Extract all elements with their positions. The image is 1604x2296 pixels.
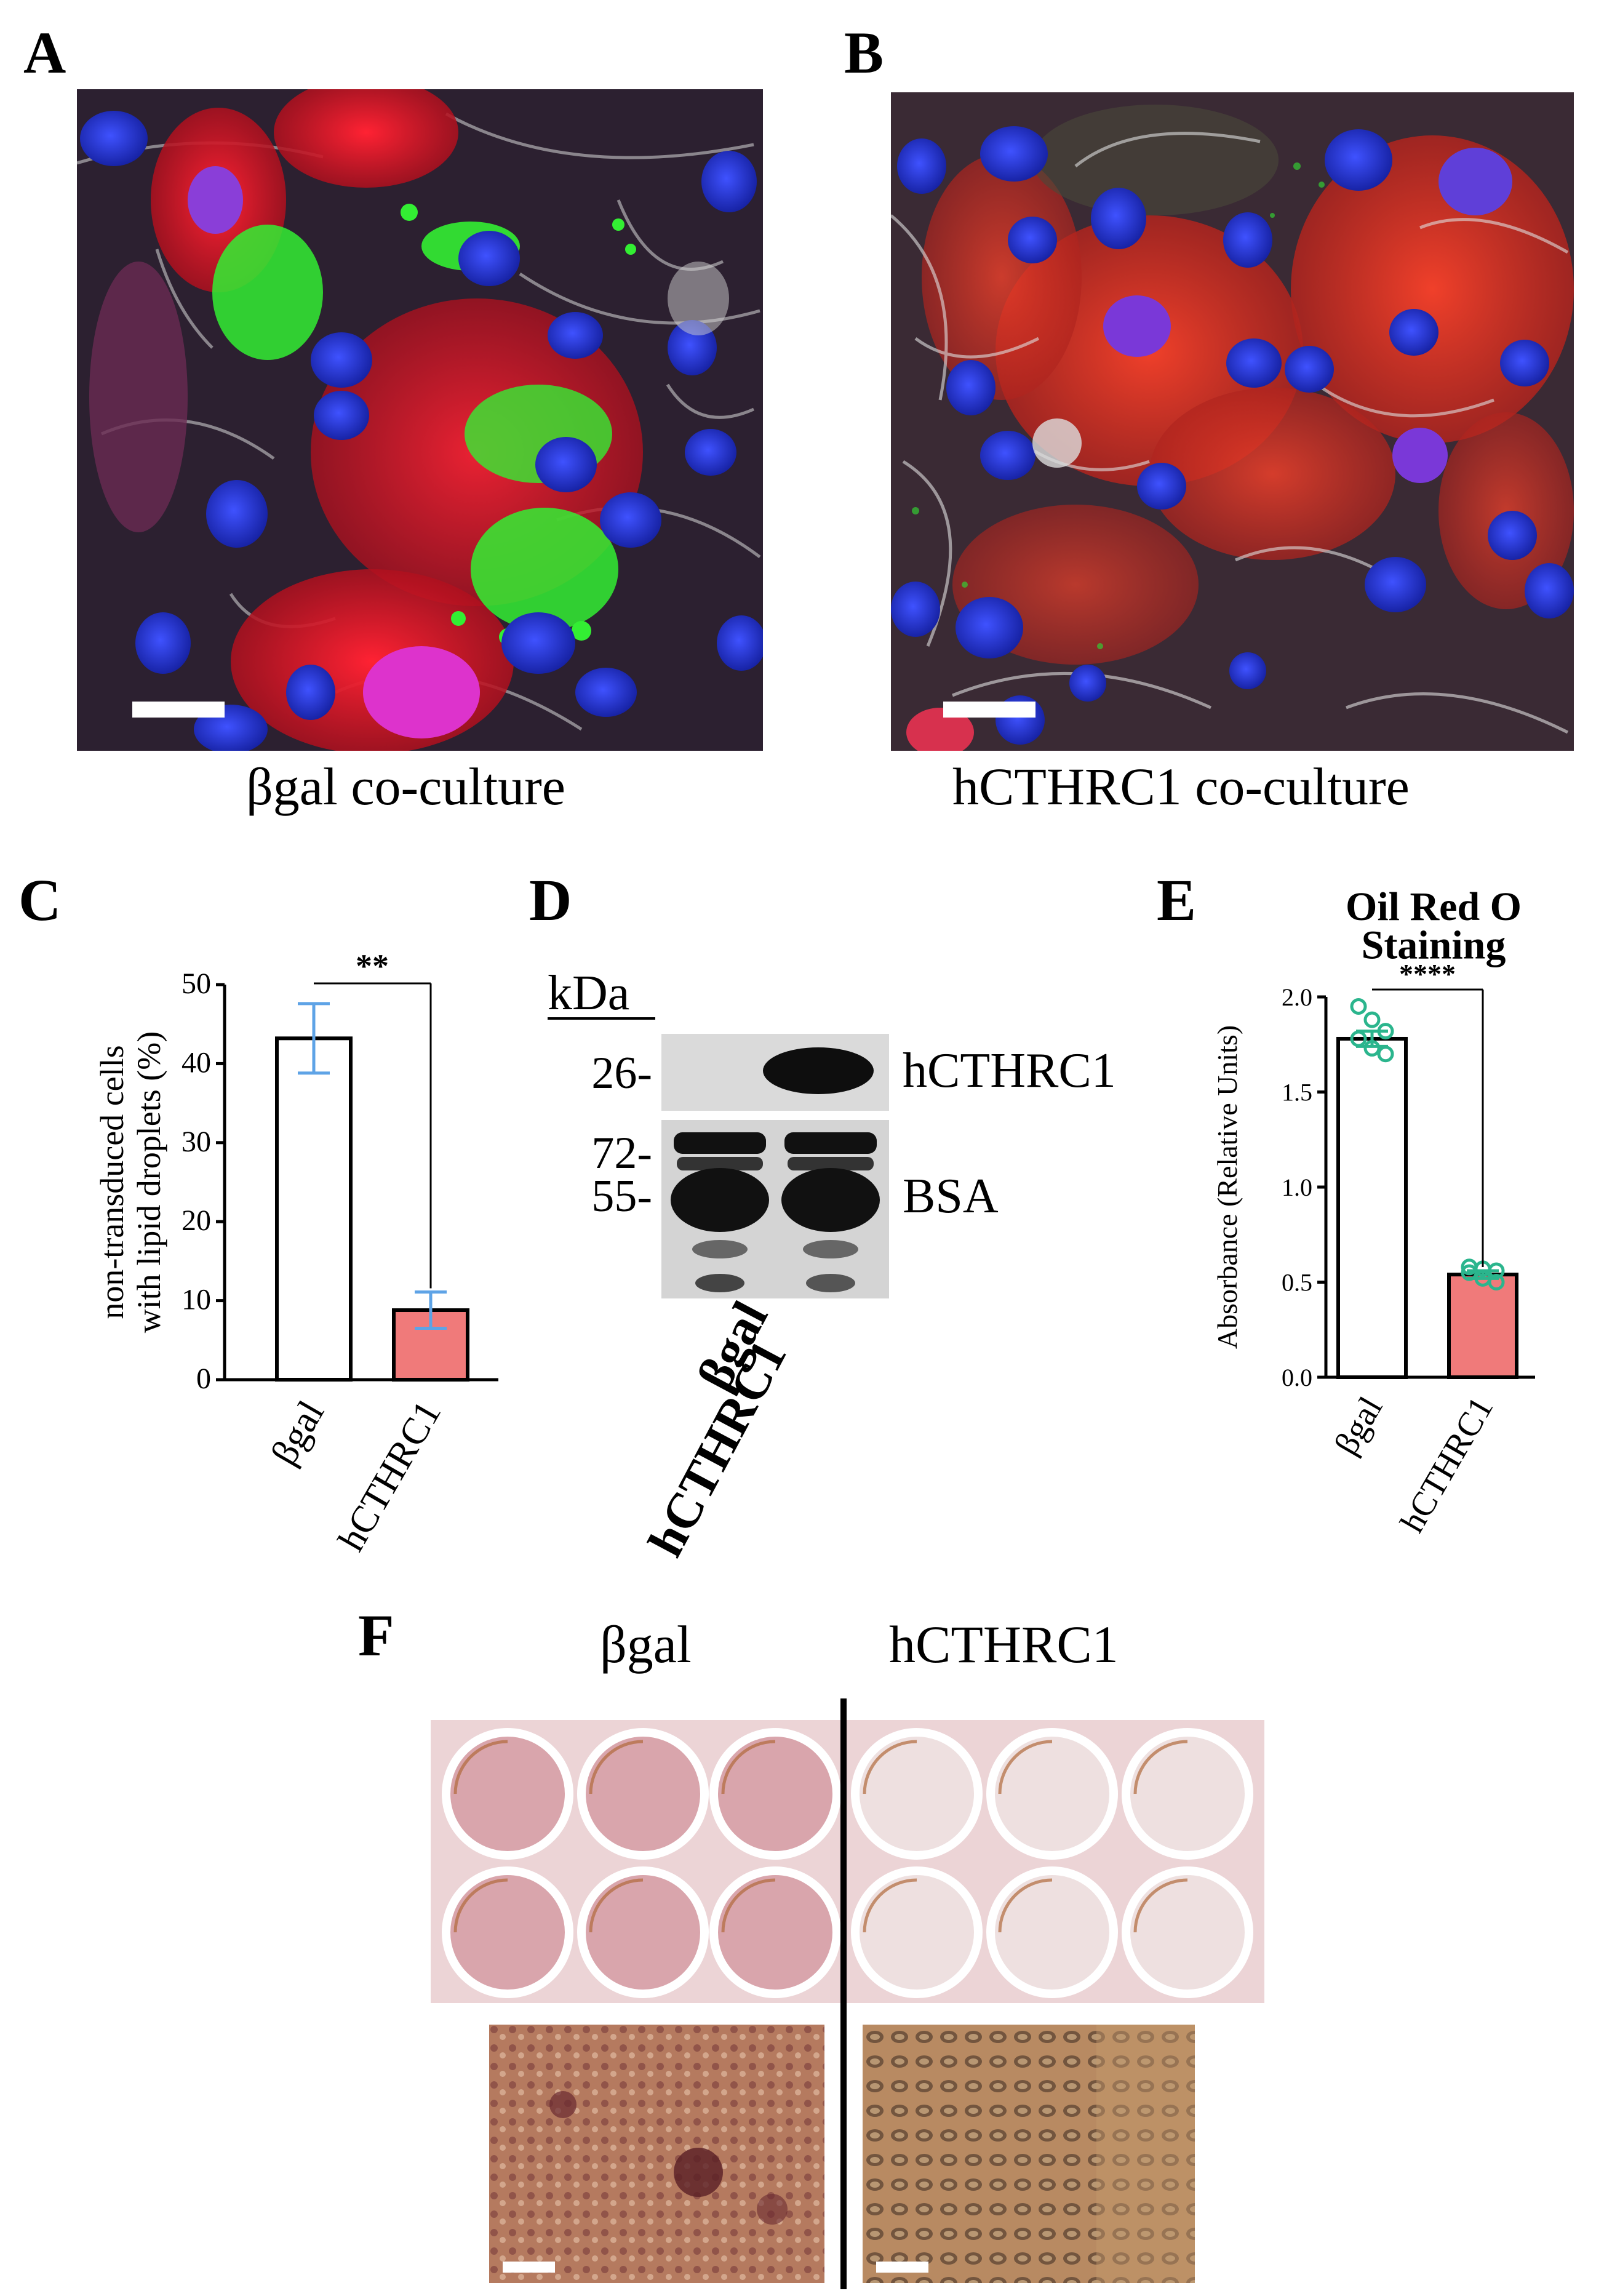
bar-bgal <box>275 1036 353 1382</box>
western-blot-panel: kDa 26- 72- 55- hCTHRC1 BSA βgal hCTHRC1 <box>529 942 1181 1588</box>
panel-letter-f: F <box>358 1602 394 1668</box>
wells <box>442 1728 1253 1998</box>
y-tick-label: 20 <box>182 1204 211 1237</box>
well-plate-photo <box>431 1720 1264 2003</box>
micrograph-hcthrc1-coculture <box>891 92 1574 751</box>
bright-field-bgal-svg <box>489 2025 824 2283</box>
band-label-bsa: BSA <box>903 1169 999 1223</box>
y-axis-label: with lipid droplets (%) <box>130 1031 167 1333</box>
data-point <box>1461 1264 1478 1281</box>
y-axis-label: non-transduced cells <box>94 1045 130 1319</box>
marker-72: 72- <box>591 1128 652 1178</box>
y-axis-label: Absorbance (Relative Units) <box>1211 1025 1243 1349</box>
panel-letter-c: C <box>18 867 62 933</box>
data-point <box>1363 1011 1381 1028</box>
chart-e: 0.0 0.5 1.0 1.5 2.0 Absorbance (Relative Unit… <box>1194 874 1587 1588</box>
band-label-hcthrc1: hCTHRC1 <box>903 1044 1116 1098</box>
scale-bar-f1 <box>503 2262 555 2273</box>
y-tick-label: 50 <box>182 967 211 1000</box>
plate-divider-line <box>840 1698 847 2289</box>
bright-field-hcthrc1-svg <box>863 2025 1195 2283</box>
plate-label-bgal: βgal <box>600 1615 692 1674</box>
panel-letter-e: E <box>1157 867 1197 933</box>
data-point <box>1488 1262 1505 1279</box>
western-blot-svg: kDa 26- 72- 55- hCTHRC1 BSA βgal hCTHRC1 <box>548 966 1116 1565</box>
bsa-bands <box>671 1132 880 1292</box>
data-point <box>1488 1274 1505 1290</box>
chart-e-svg: 0.0 0.5 1.0 1.5 2.0 Absorbance (Relative Unit… <box>1211 884 1535 1539</box>
x-tick-label: βgal <box>263 1394 333 1472</box>
kda-label: kDa <box>548 966 629 1020</box>
y-tick-label: 10 <box>182 1284 211 1316</box>
marker-55: 55- <box>591 1171 652 1222</box>
scale-bar-b <box>943 702 1035 718</box>
y-tick-label: 1.5 <box>1282 1079 1312 1106</box>
panel-letter-b: B <box>844 20 884 86</box>
data-point <box>1377 1023 1394 1040</box>
chart-c: 0 10 20 30 40 50 non-transduced cells with lipi… <box>68 935 511 1600</box>
y-tick-label: 40 <box>182 1046 211 1079</box>
bright-field-hcthrc1 <box>863 2025 1195 2283</box>
data-point <box>1363 1039 1381 1057</box>
y-tick-label: 0 <box>196 1362 211 1395</box>
data-point <box>1377 1046 1394 1063</box>
y-tick-label: 2.0 <box>1282 983 1312 1011</box>
x-tick-label: hCTHRC1 <box>1393 1391 1501 1539</box>
chart-c-svg: 0 10 20 30 40 50 non-transduced cells with lipi… <box>94 948 498 1558</box>
bar-bgal <box>1336 1036 1408 1380</box>
fluorescence-image-a <box>77 89 763 751</box>
scale-bar-a <box>132 702 225 718</box>
band-hcthrc1 <box>763 1047 874 1094</box>
y-tick-label: 1.0 <box>1282 1174 1312 1201</box>
micrograph-bgal-coculture <box>77 89 763 751</box>
well-plate-svg <box>431 1720 1264 2003</box>
fluorescence-image-b <box>891 92 1574 751</box>
caption-hcthrc1-coculture: hCTHRC1 co-culture <box>952 757 1410 816</box>
marker-26: 26- <box>591 1048 652 1098</box>
significance-stars: **** <box>1399 958 1456 990</box>
x-tick-label: hCTHRC1 <box>330 1394 449 1558</box>
y-tick-label: 30 <box>182 1126 211 1158</box>
y-tick-label: 0.5 <box>1282 1269 1312 1297</box>
bright-field-bgal <box>489 2025 824 2283</box>
data-point <box>1350 1030 1367 1047</box>
significance-stars: ** <box>356 948 389 985</box>
scale-bar-f2 <box>876 2262 928 2273</box>
data-point <box>1350 998 1367 1015</box>
panel-letter-d: D <box>529 867 572 933</box>
chart-title: Staining <box>1362 923 1506 968</box>
chart-title: Oil Red O <box>1346 884 1522 929</box>
bar-hcthrc1 <box>1447 1273 1518 1380</box>
x-tick-label: βgal <box>1327 1391 1390 1462</box>
plate-label-hcthrc1: hCTHRC1 <box>889 1615 1119 1674</box>
panel-letter-a: A <box>23 20 66 86</box>
y-tick-label: 0.0 <box>1282 1364 1312 1391</box>
caption-bgal-coculture: βgal co-culture <box>246 757 565 816</box>
